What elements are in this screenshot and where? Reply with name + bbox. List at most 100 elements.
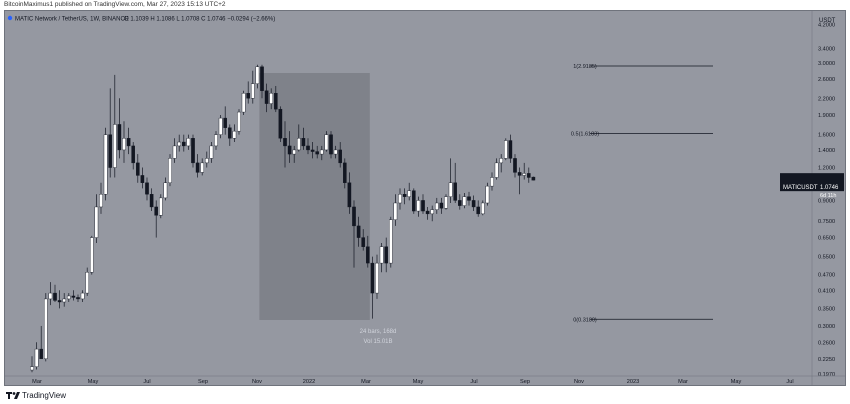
candle-body	[264, 90, 269, 104]
candle-body	[444, 196, 448, 209]
price-tick-label: 0.6500	[818, 236, 835, 242]
price-tick-label: 0.3000	[818, 324, 835, 330]
candle-body	[435, 202, 439, 210]
candle-body	[34, 348, 39, 367]
price-tick-label: 0.4700	[818, 273, 835, 279]
candle	[476, 200, 481, 217]
candle	[310, 142, 315, 159]
candle	[513, 154, 517, 178]
candle-body	[278, 108, 283, 139]
candle	[112, 74, 117, 178]
candle	[430, 205, 435, 222]
candle-body	[522, 173, 526, 176]
candle	[53, 284, 57, 302]
candle-body	[255, 66, 260, 84]
candle-body	[448, 182, 453, 197]
candle-body	[200, 162, 205, 173]
candle-body	[370, 262, 375, 294]
candle-body	[287, 145, 292, 155]
candle	[126, 127, 131, 155]
candle-body	[315, 151, 320, 155]
candle-body	[458, 200, 462, 206]
candle	[439, 197, 444, 214]
price-tick-label: 0.9000	[818, 198, 835, 204]
candle	[209, 142, 214, 163]
candle-body	[297, 138, 301, 151]
time-tick-label: May	[413, 379, 424, 385]
candle-body	[71, 295, 76, 298]
chart-panel[interactable]	[4, 10, 846, 386]
candle-body	[352, 206, 356, 227]
price-tick-label: 0.5500	[818, 255, 835, 261]
time-tick-label: Nov	[574, 379, 584, 385]
candle	[416, 196, 421, 217]
candle	[62, 293, 66, 307]
candle	[448, 158, 453, 203]
candle-body	[67, 295, 71, 300]
price-tick-label: 0.2250	[818, 357, 835, 363]
candle-body	[310, 149, 315, 152]
candle	[67, 293, 71, 302]
candle-body	[44, 298, 48, 360]
candle	[223, 106, 228, 135]
time-tick-label: Mar	[32, 379, 42, 385]
candle-body	[329, 134, 333, 155]
time-tick-label: 2022	[303, 379, 315, 385]
candlestick-chart[interactable]: 1(2.9185) 0.5(1.6183) 0(0.3180) 4.2000 3.40…	[4, 10, 846, 386]
candle-body	[126, 138, 131, 147]
candle	[315, 145, 320, 159]
fib-level-label: 0.5(1.6183)	[571, 131, 599, 137]
candle	[301, 127, 306, 150]
candle-body	[490, 177, 494, 187]
candle	[283, 121, 287, 168]
candle-body	[39, 348, 43, 360]
candle	[44, 293, 48, 362]
candle-body	[209, 145, 214, 159]
candle-body	[117, 124, 122, 151]
candle	[481, 200, 485, 216]
candle-body	[186, 138, 191, 147]
candle-body	[250, 83, 255, 99]
candle	[347, 172, 352, 214]
candle-body	[361, 237, 366, 247]
candle	[39, 325, 43, 360]
candle	[214, 131, 218, 150]
range-volume-label: Vol 15.01B	[363, 339, 392, 345]
price-tick-label: 0.2600	[818, 340, 835, 346]
candle-body	[99, 194, 103, 208]
time-tick-label: Jul	[143, 379, 150, 385]
price-tick-label: 0.1970	[818, 372, 835, 378]
candle	[453, 162, 458, 203]
candle-body	[260, 66, 264, 91]
candle-body	[274, 93, 278, 110]
candle-body	[471, 200, 476, 208]
currency-label: USDT	[819, 18, 836, 24]
candle	[467, 191, 471, 206]
chart-legend: MATIC Network / TetherUS, 1W, BINANCE O …	[7, 15, 275, 23]
candle	[490, 172, 494, 191]
fib-level-label: 0(0.3180)	[573, 317, 597, 323]
candle-body	[421, 200, 425, 212]
candle	[384, 237, 389, 273]
time-tick-label: Jul	[470, 379, 477, 385]
candle	[412, 188, 416, 214]
candle-body	[214, 134, 218, 147]
candle	[71, 290, 76, 301]
candle	[204, 151, 209, 168]
candle-body	[131, 145, 135, 164]
candle	[140, 167, 145, 189]
candle-body	[324, 134, 329, 151]
candle-body	[149, 194, 154, 208]
candle	[34, 342, 39, 370]
candle	[122, 121, 126, 163]
candle-body	[181, 141, 186, 147]
candle	[287, 131, 292, 163]
candle	[407, 182, 412, 201]
candle	[274, 85, 278, 113]
candle	[158, 194, 163, 219]
candle-body	[237, 111, 241, 132]
candle-body	[195, 162, 200, 173]
candle-body	[499, 158, 504, 164]
publish-info: BitcoinMaximus1 published on TradingView…	[4, 1, 226, 8]
candle	[135, 154, 140, 183]
